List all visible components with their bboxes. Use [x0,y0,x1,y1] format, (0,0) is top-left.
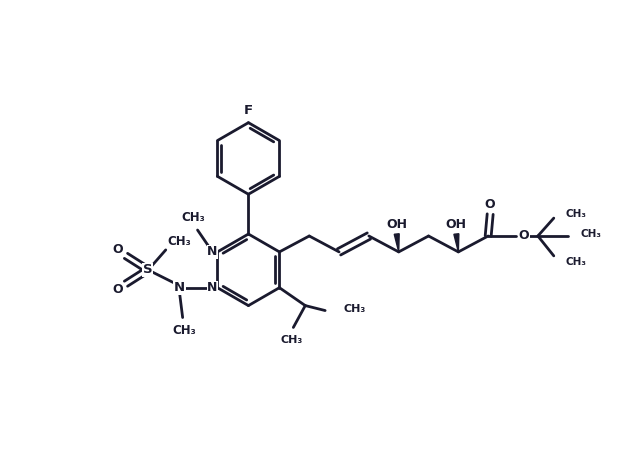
Text: F: F [244,104,253,117]
Polygon shape [454,234,459,252]
Text: CH₃: CH₃ [566,257,587,267]
Text: N: N [207,281,218,294]
Text: N: N [174,281,185,294]
Text: N: N [207,245,218,258]
Text: O: O [485,198,495,211]
Text: CH₃: CH₃ [168,235,191,249]
Text: CH₃: CH₃ [280,336,303,345]
Text: O: O [518,229,529,243]
Text: CH₃: CH₃ [566,209,587,219]
Text: OH: OH [386,218,407,231]
Polygon shape [394,234,399,252]
Text: CH₃: CH₃ [173,324,196,337]
Text: CH₃: CH₃ [182,211,205,224]
Text: CH₃: CH₃ [343,304,365,313]
Text: S: S [143,263,153,276]
Text: O: O [113,243,124,257]
Text: CH₃: CH₃ [580,229,602,239]
Text: OH: OH [446,218,467,231]
Text: O: O [113,283,124,296]
